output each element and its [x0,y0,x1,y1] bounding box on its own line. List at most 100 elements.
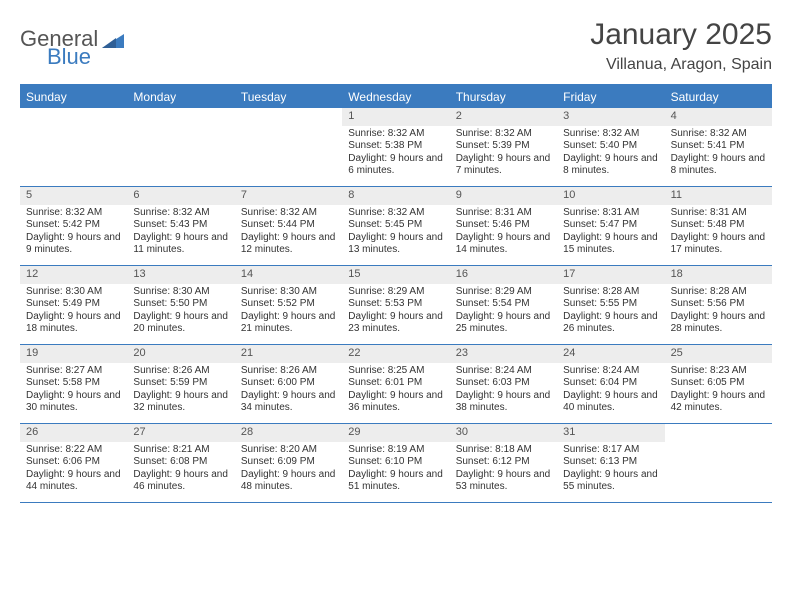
page-title: January 2025 [590,18,772,52]
daylight-line: Daylight: 9 hours and 26 minutes. [563,311,658,336]
daylight-line: Daylight: 9 hours and 53 minutes. [456,469,551,494]
calendar-cell: 10Sunrise: 8:31 AMSunset: 5:47 PMDayligh… [557,187,664,265]
calendar-cell: 13Sunrise: 8:30 AMSunset: 5:50 PMDayligh… [127,266,234,344]
calendar-cell: 21Sunrise: 8:26 AMSunset: 6:00 PMDayligh… [235,345,342,423]
calendar-week: 12Sunrise: 8:30 AMSunset: 5:49 PMDayligh… [20,266,772,345]
day-body: Sunrise: 8:31 AMSunset: 5:47 PMDaylight:… [557,205,664,261]
calendar-cell: 27Sunrise: 8:21 AMSunset: 6:08 PMDayligh… [127,424,234,502]
sunrise-line: Sunrise: 8:32 AM [348,207,443,220]
sunset-line: Sunset: 5:55 PM [563,298,658,311]
day-number: 15 [342,266,449,284]
calendar-cell: 15Sunrise: 8:29 AMSunset: 5:53 PMDayligh… [342,266,449,344]
calendar-cell: 22Sunrise: 8:25 AMSunset: 6:01 PMDayligh… [342,345,449,423]
daylight-line: Daylight: 9 hours and 12 minutes. [241,232,336,257]
day-body: Sunrise: 8:17 AMSunset: 6:13 PMDaylight:… [557,442,664,498]
calendar-cell: 5Sunrise: 8:32 AMSunset: 5:42 PMDaylight… [20,187,127,265]
calendar-cell: 31Sunrise: 8:17 AMSunset: 6:13 PMDayligh… [557,424,664,502]
sunset-line: Sunset: 6:05 PM [671,377,766,390]
day-number: 9 [450,187,557,205]
sunrise-line: Sunrise: 8:23 AM [671,365,766,378]
day-number: 29 [342,424,449,442]
sunrise-line: Sunrise: 8:32 AM [26,207,121,220]
sunrise-line: Sunrise: 8:18 AM [456,444,551,457]
weekday-fri: Friday [557,86,664,108]
calendar-cell: 26Sunrise: 8:22 AMSunset: 6:06 PMDayligh… [20,424,127,502]
daylight-line: Daylight: 9 hours and 18 minutes. [26,311,121,336]
weekday-thu: Thursday [450,86,557,108]
sunrise-line: Sunrise: 8:31 AM [563,207,658,220]
sunset-line: Sunset: 6:06 PM [26,456,121,469]
day-number: 8 [342,187,449,205]
day-number: 31 [557,424,664,442]
day-body: Sunrise: 8:32 AMSunset: 5:42 PMDaylight:… [20,205,127,261]
day-number: 22 [342,345,449,363]
sunrise-line: Sunrise: 8:21 AM [133,444,228,457]
daylight-line: Daylight: 9 hours and 11 minutes. [133,232,228,257]
sunset-line: Sunset: 5:43 PM [133,219,228,232]
sunset-line: Sunset: 5:53 PM [348,298,443,311]
day-number: 27 [127,424,234,442]
sunset-line: Sunset: 6:09 PM [241,456,336,469]
day-number: 24 [557,345,664,363]
daylight-line: Daylight: 9 hours and 8 minutes. [563,153,658,178]
sunset-line: Sunset: 5:45 PM [348,219,443,232]
sunset-line: Sunset: 5:49 PM [26,298,121,311]
calendar-cell: 25Sunrise: 8:23 AMSunset: 6:05 PMDayligh… [665,345,772,423]
sunrise-line: Sunrise: 8:32 AM [456,128,551,141]
sunrise-line: Sunrise: 8:28 AM [671,286,766,299]
header: General January 2025 Villanua, Aragon, S… [20,18,772,74]
calendar-cell [665,424,772,502]
daylight-line: Daylight: 9 hours and 30 minutes. [26,390,121,415]
daylight-line: Daylight: 9 hours and 40 minutes. [563,390,658,415]
daylight-line: Daylight: 9 hours and 34 minutes. [241,390,336,415]
calendar-cell: 28Sunrise: 8:20 AMSunset: 6:09 PMDayligh… [235,424,342,502]
day-body: Sunrise: 8:27 AMSunset: 5:58 PMDaylight:… [20,363,127,419]
weekday-sun: Sunday [20,86,127,108]
sunset-line: Sunset: 5:54 PM [456,298,551,311]
sunrise-line: Sunrise: 8:32 AM [671,128,766,141]
calendar-week: 19Sunrise: 8:27 AMSunset: 5:58 PMDayligh… [20,345,772,424]
calendar-week: 1Sunrise: 8:32 AMSunset: 5:38 PMDaylight… [20,108,772,187]
sunrise-line: Sunrise: 8:31 AM [456,207,551,220]
calendar-cell: 16Sunrise: 8:29 AMSunset: 5:54 PMDayligh… [450,266,557,344]
sunrise-line: Sunrise: 8:29 AM [348,286,443,299]
calendar-cell [235,108,342,186]
day-body: Sunrise: 8:32 AMSunset: 5:38 PMDaylight:… [342,126,449,182]
sunset-line: Sunset: 6:03 PM [456,377,551,390]
day-body: Sunrise: 8:22 AMSunset: 6:06 PMDaylight:… [20,442,127,498]
day-number: 12 [20,266,127,284]
weekday-wed: Wednesday [342,86,449,108]
day-body: Sunrise: 8:21 AMSunset: 6:08 PMDaylight:… [127,442,234,498]
daylight-line: Daylight: 9 hours and 42 minutes. [671,390,766,415]
day-body: Sunrise: 8:32 AMSunset: 5:40 PMDaylight:… [557,126,664,182]
calendar-cell: 14Sunrise: 8:30 AMSunset: 5:52 PMDayligh… [235,266,342,344]
calendar-cell: 17Sunrise: 8:28 AMSunset: 5:55 PMDayligh… [557,266,664,344]
day-body: Sunrise: 8:28 AMSunset: 5:56 PMDaylight:… [665,284,772,340]
daylight-line: Daylight: 9 hours and 46 minutes. [133,469,228,494]
sunset-line: Sunset: 5:58 PM [26,377,121,390]
calendar-cell: 6Sunrise: 8:32 AMSunset: 5:43 PMDaylight… [127,187,234,265]
calendar-cell: 24Sunrise: 8:24 AMSunset: 6:04 PMDayligh… [557,345,664,423]
calendar-week: 5Sunrise: 8:32 AMSunset: 5:42 PMDaylight… [20,187,772,266]
sunset-line: Sunset: 5:40 PM [563,140,658,153]
calendar-cell: 2Sunrise: 8:32 AMSunset: 5:39 PMDaylight… [450,108,557,186]
day-number: 3 [557,108,664,126]
sunset-line: Sunset: 5:52 PM [241,298,336,311]
sunset-line: Sunset: 6:10 PM [348,456,443,469]
day-number: 10 [557,187,664,205]
sunset-line: Sunset: 6:12 PM [456,456,551,469]
sunset-line: Sunset: 5:59 PM [133,377,228,390]
sunset-line: Sunset: 6:13 PM [563,456,658,469]
calendar-week: 26Sunrise: 8:22 AMSunset: 6:06 PMDayligh… [20,424,772,503]
weekday-sat: Saturday [665,86,772,108]
calendar-cell: 19Sunrise: 8:27 AMSunset: 5:58 PMDayligh… [20,345,127,423]
daylight-line: Daylight: 9 hours and 20 minutes. [133,311,228,336]
day-body: Sunrise: 8:30 AMSunset: 5:50 PMDaylight:… [127,284,234,340]
day-body: Sunrise: 8:31 AMSunset: 5:48 PMDaylight:… [665,205,772,261]
sunrise-line: Sunrise: 8:20 AM [241,444,336,457]
day-number: 16 [450,266,557,284]
sunset-line: Sunset: 5:38 PM [348,140,443,153]
sunrise-line: Sunrise: 8:28 AM [563,286,658,299]
sunset-line: Sunset: 6:04 PM [563,377,658,390]
sunrise-line: Sunrise: 8:32 AM [241,207,336,220]
